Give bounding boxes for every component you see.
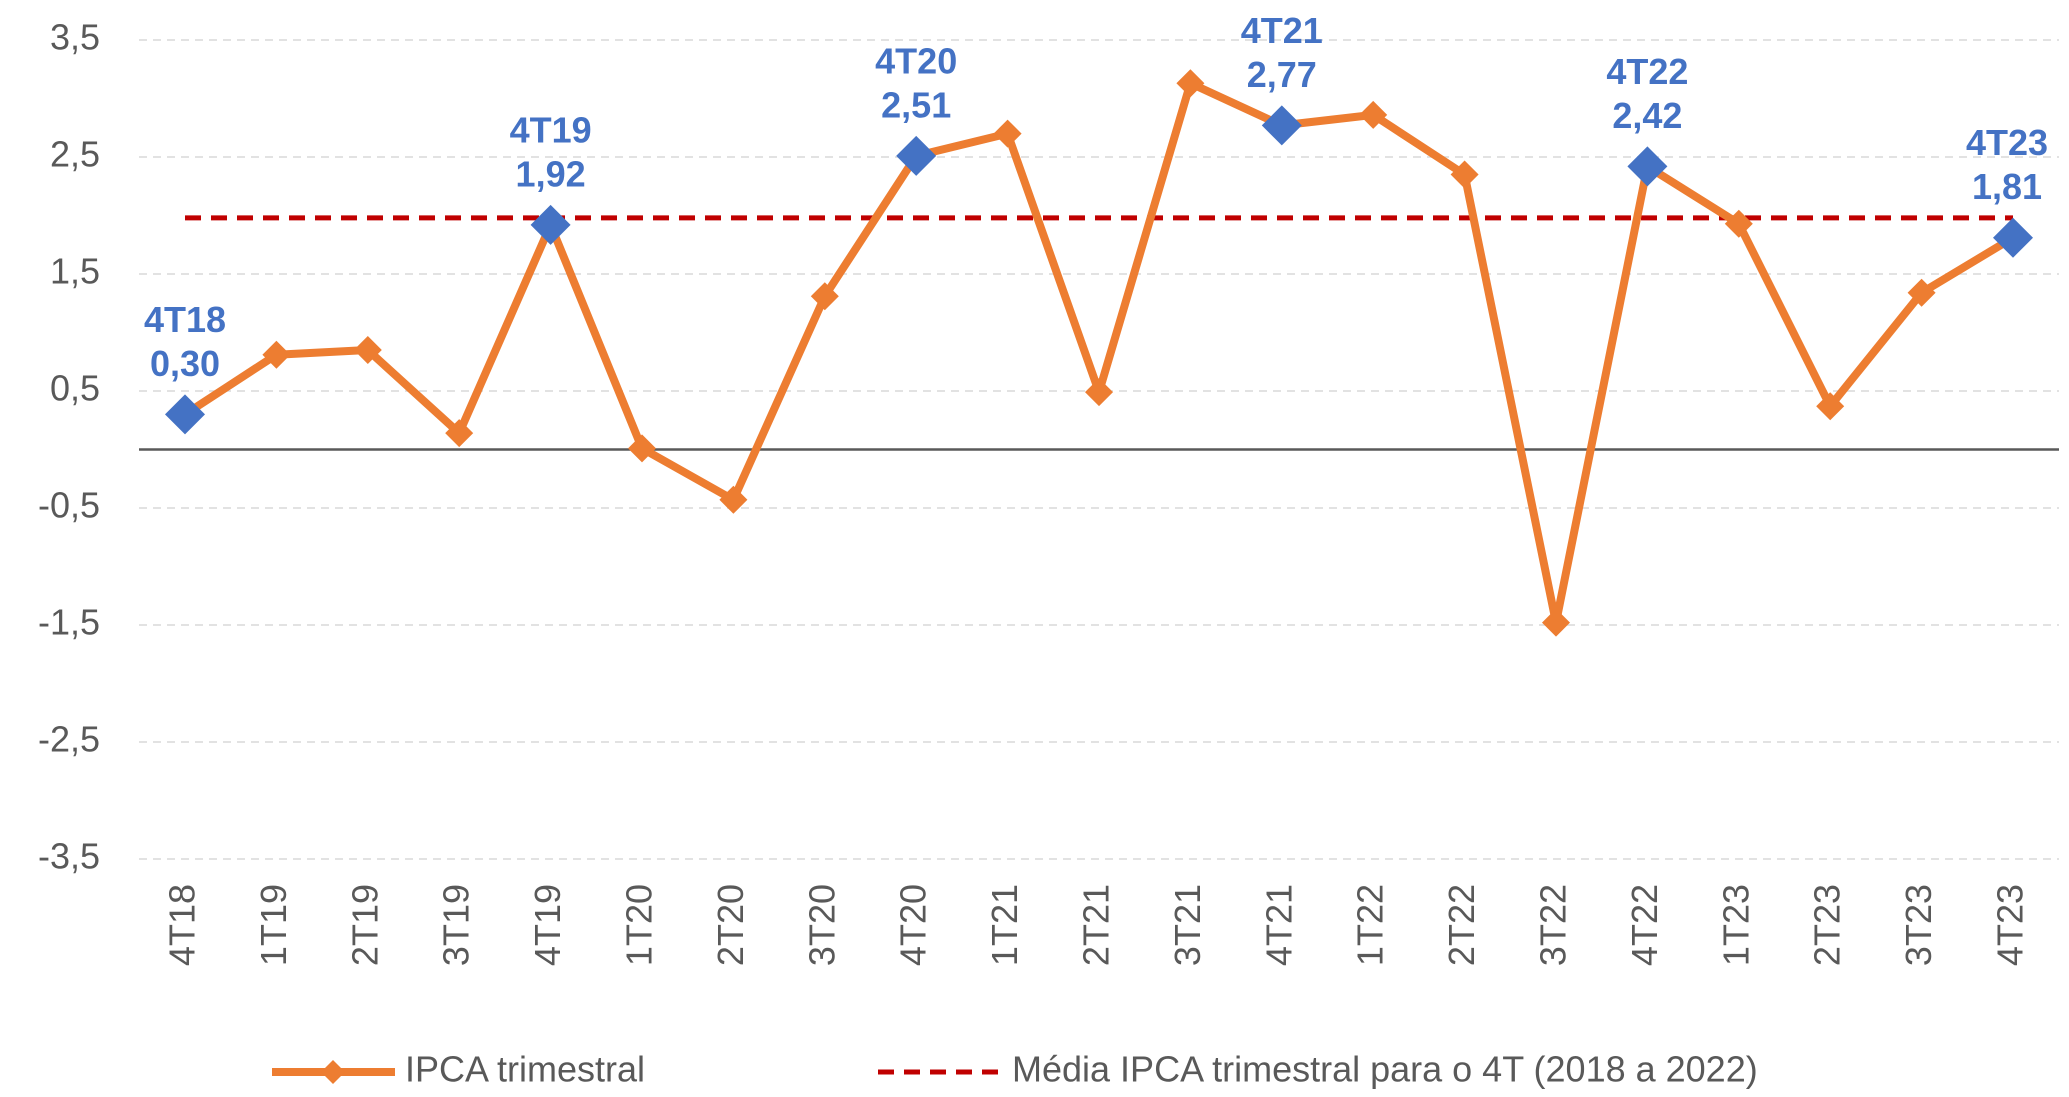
x-tick-label: 1T23 bbox=[1715, 884, 1756, 966]
x-tick-label: 2T20 bbox=[710, 884, 751, 966]
y-tick-label: 1,5 bbox=[50, 251, 100, 292]
point-marker bbox=[896, 135, 937, 176]
x-tick-label: 2T19 bbox=[344, 884, 385, 966]
point-marker bbox=[1359, 100, 1388, 129]
data-label: 0,30 bbox=[150, 343, 220, 384]
point-marker bbox=[993, 119, 1022, 148]
y-tick-label: -2,5 bbox=[38, 719, 100, 760]
data-label-category: 4T22 bbox=[1606, 51, 1688, 92]
x-tick-label: 4T18 bbox=[162, 884, 203, 966]
x-tick-label: 3T21 bbox=[1167, 884, 1208, 966]
data-label-category: 4T21 bbox=[1241, 10, 1323, 51]
x-tick-label: 2T23 bbox=[1807, 884, 1848, 966]
x-tick-label: 2T21 bbox=[1076, 884, 1117, 966]
x-tick-label: 4T19 bbox=[527, 884, 568, 966]
x-tick-label: 3T23 bbox=[1898, 884, 1939, 966]
point-marker bbox=[1816, 392, 1845, 421]
x-tick-label: 4T21 bbox=[1258, 884, 1299, 966]
x-tick-label: 4T22 bbox=[1624, 884, 1665, 966]
data-label: 1,92 bbox=[516, 153, 586, 194]
x-tick-label: 1T22 bbox=[1350, 884, 1391, 966]
point-marker bbox=[262, 340, 291, 369]
data-label-category: 4T20 bbox=[875, 40, 957, 81]
point-marker bbox=[1450, 160, 1479, 189]
data-label: 1,81 bbox=[1972, 166, 2042, 207]
x-tick-label: 3T20 bbox=[801, 884, 842, 966]
y-tick-label: 0,5 bbox=[50, 368, 100, 409]
data-label: 2,51 bbox=[881, 84, 951, 125]
x-tick-label: 3T22 bbox=[1533, 884, 1574, 966]
y-tick-label: 2,5 bbox=[50, 134, 100, 175]
data-label-category: 4T18 bbox=[144, 299, 226, 340]
y-tick-label: -0,5 bbox=[38, 485, 100, 526]
point-marker bbox=[1724, 209, 1753, 238]
x-tick-label: 4T20 bbox=[893, 884, 934, 966]
point-marker bbox=[628, 434, 656, 463]
point-marker bbox=[1261, 105, 1302, 146]
point-marker bbox=[530, 204, 571, 245]
data-label: 2,42 bbox=[1612, 95, 1682, 136]
point-marker bbox=[810, 282, 839, 311]
x-tick-label: 3T19 bbox=[436, 884, 477, 966]
y-tick-label: 3,5 bbox=[50, 17, 100, 58]
y-tick-label: -1,5 bbox=[38, 602, 100, 643]
point-marker bbox=[1542, 608, 1570, 637]
point-marker bbox=[1907, 278, 1936, 307]
x-tick-label: 1T21 bbox=[984, 884, 1025, 966]
data-label-category: 4T19 bbox=[510, 109, 592, 150]
legend-label: IPCA trimestral bbox=[405, 1049, 645, 1090]
point-marker bbox=[165, 394, 205, 435]
series-line bbox=[182, 79, 2016, 627]
point-marker bbox=[1627, 146, 1668, 187]
point-marker bbox=[719, 485, 748, 514]
x-tick-label: 2T22 bbox=[1441, 884, 1482, 966]
x-tick-label: 1T20 bbox=[619, 884, 660, 966]
x-tick-label: 1T19 bbox=[253, 884, 294, 966]
point-marker bbox=[1993, 217, 2033, 258]
data-label: 2,77 bbox=[1247, 54, 1317, 95]
point-marker bbox=[445, 419, 474, 448]
point-marker bbox=[1176, 69, 1205, 98]
legend-swatch-marker bbox=[321, 1060, 345, 1084]
legend-label: Média IPCA trimestral para o 4T (2018 a … bbox=[1012, 1049, 1758, 1090]
y-tick-label: -3,5 bbox=[38, 836, 100, 877]
data-label-category: 4T23 bbox=[1966, 122, 2048, 163]
point-marker bbox=[1085, 378, 1113, 407]
x-tick-label: 4T23 bbox=[1990, 884, 2031, 966]
point-marker bbox=[353, 336, 382, 365]
